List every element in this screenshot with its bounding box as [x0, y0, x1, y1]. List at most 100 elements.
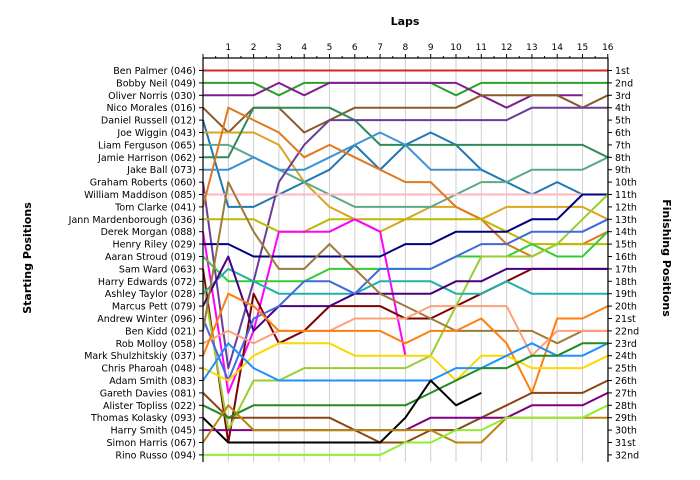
starting-grid-label: Tom Clarke (041): [114, 202, 196, 213]
series-line-3: [203, 81, 583, 109]
starting-grid-label: Chris Pharoah (048): [101, 364, 196, 375]
finishing-position-label: 8th: [615, 153, 631, 164]
starting-grid-label: Ben Kidd (021): [125, 326, 196, 337]
starting-grid-label: Joe Wiggin (043): [116, 128, 196, 139]
starting-grid-label: Ashley Taylor (028): [105, 289, 196, 300]
x-tick-label: 7: [377, 43, 383, 53]
starting-grid-label: Simon Harris (067): [106, 438, 196, 449]
starting-grid-label: Aaran Stroud (019): [105, 252, 196, 263]
y-axis-label-left: Starting Positions: [21, 202, 34, 314]
finishing-position-label: 3rd: [615, 91, 631, 102]
starting-grid-label: Mark Shulzhitskiy (037): [84, 351, 196, 362]
series-line-20: [202, 255, 608, 332]
series-line-32: [203, 404, 609, 456]
x-tick-label: 4: [301, 43, 307, 53]
finishing-position-label: 25th: [615, 364, 637, 375]
x-tick-label: 2: [251, 43, 257, 53]
series-line-19: [202, 267, 608, 295]
series-line-13: [203, 218, 608, 246]
x-tick-label: 3: [276, 43, 282, 53]
x-tick-label: 9: [428, 43, 434, 53]
finishing-position-label: 18th: [615, 277, 637, 288]
x-tick-label: 14: [551, 43, 563, 53]
finishing-position-label: 13th: [615, 215, 637, 226]
x-tick-label: 12: [501, 43, 512, 53]
finishing-position-label: 22nd: [615, 326, 639, 337]
series-line-28: [202, 342, 608, 419]
x-tick-label: 13: [526, 43, 537, 53]
starting-grid-label: Adam Smith (083): [109, 376, 196, 387]
starting-grid-label: Jann Mardenborough (036): [68, 215, 196, 226]
x-tick-label: 10: [450, 43, 462, 53]
finishing-position-label: 24th: [615, 351, 637, 362]
finishing-position-label: 14th: [615, 227, 637, 238]
finishing-position-label: 29th: [615, 413, 637, 424]
finishing-position-label: 6th: [615, 128, 631, 139]
starting-grid-label: Oliver Norris (030): [108, 91, 196, 102]
series-line-21: [202, 218, 609, 382]
series-line-18: [202, 193, 609, 432]
starting-grid-label: Andrew Winter (096): [97, 314, 196, 325]
finishing-position-label: 30th: [615, 426, 637, 437]
starting-grid-label: Jake Ball (073): [126, 165, 196, 176]
starting-grid-label: Liam Ferguson (065): [98, 140, 196, 151]
finishing-position-label: 2nd: [615, 78, 633, 89]
starting-grid-label: Rino Russo (094): [115, 450, 196, 461]
finishing-position-label: 15th: [615, 240, 637, 251]
lap-gridlines: [227, 58, 609, 462]
finishing-position-label: 19th: [615, 289, 637, 300]
series-line-22: [202, 181, 608, 345]
finishing-position-label: 23rd: [615, 339, 637, 350]
axes: [199, 54, 612, 462]
finishing-position-label: 26th: [615, 376, 637, 387]
finishing-position-label: 17th: [615, 264, 637, 275]
series-line-26: [202, 342, 609, 382]
starting-grid-label: Alister Topliss (022): [103, 401, 196, 412]
finishing-position-label: 5th: [615, 116, 631, 127]
starting-grid-label: Ben Palmer (046): [113, 66, 196, 77]
series-line-10: [202, 106, 608, 370]
starting-grid-label: Thomas Kolasky (093): [90, 413, 196, 424]
starting-grid-label: Harry Edwards (072): [98, 277, 196, 288]
x-tick-label: 16: [602, 43, 614, 53]
finishing-position-label: 11th: [615, 190, 637, 201]
finishing-position-label: 20th: [615, 302, 637, 313]
y-axis-label-right: Finishing Positions: [660, 199, 673, 317]
starting-grid-label: Derek Morgan (088): [101, 227, 196, 238]
finishing-position-label: 27th: [615, 388, 637, 399]
starting-grid-label: Gareth Davies (081): [100, 388, 196, 399]
series-lines: [202, 69, 609, 456]
starting-grid-label: Graham Roberts (060): [90, 178, 196, 189]
chart-title: Laps: [391, 15, 420, 28]
x-tick-label: 5: [327, 43, 333, 53]
starting-grid-label: William Maddison (085): [84, 190, 196, 201]
starting-grid-label: Daniel Russell (012): [101, 116, 196, 127]
finishing-position-label: 32nd: [615, 450, 639, 461]
starting-grid-label: Rob Molloy (058): [116, 339, 196, 350]
finishing-position-label: 10th: [615, 178, 637, 189]
x-tick-label: 6: [352, 43, 358, 53]
series-line-25: [202, 342, 609, 382]
finishing-position-label: 12th: [615, 202, 637, 213]
finishing-position-label: 16th: [615, 252, 637, 263]
series-line-29: [202, 379, 482, 444]
finishing-position-label: 9th: [615, 165, 631, 176]
x-tick-label: 8: [403, 43, 409, 53]
starting-grid-label: Henry Riley (029): [113, 240, 196, 251]
finishing-position-label: 4th: [615, 103, 631, 114]
finishing-position-label: 31st: [615, 438, 636, 449]
x-tick-label: 11: [476, 43, 487, 53]
finishing-position-label: 7th: [615, 140, 631, 151]
x-tick-label: 1: [225, 43, 231, 53]
finishing-position-label: 21st: [615, 314, 636, 325]
finishing-position-label: 28th: [615, 401, 637, 412]
starting-grid-label: Harry Smith (045): [111, 426, 197, 437]
starting-grid-label: Bobby Neil (049): [116, 78, 196, 89]
finishing-position-label: 1st: [615, 66, 630, 77]
starting-grid-label: Marcus Pett (079): [112, 302, 196, 313]
starting-grid-label: Sam Ward (063): [119, 264, 196, 275]
starting-grid-label: Jamie Harrison (062): [97, 153, 196, 164]
starting-grid-label: Nico Morales (016): [106, 103, 196, 114]
